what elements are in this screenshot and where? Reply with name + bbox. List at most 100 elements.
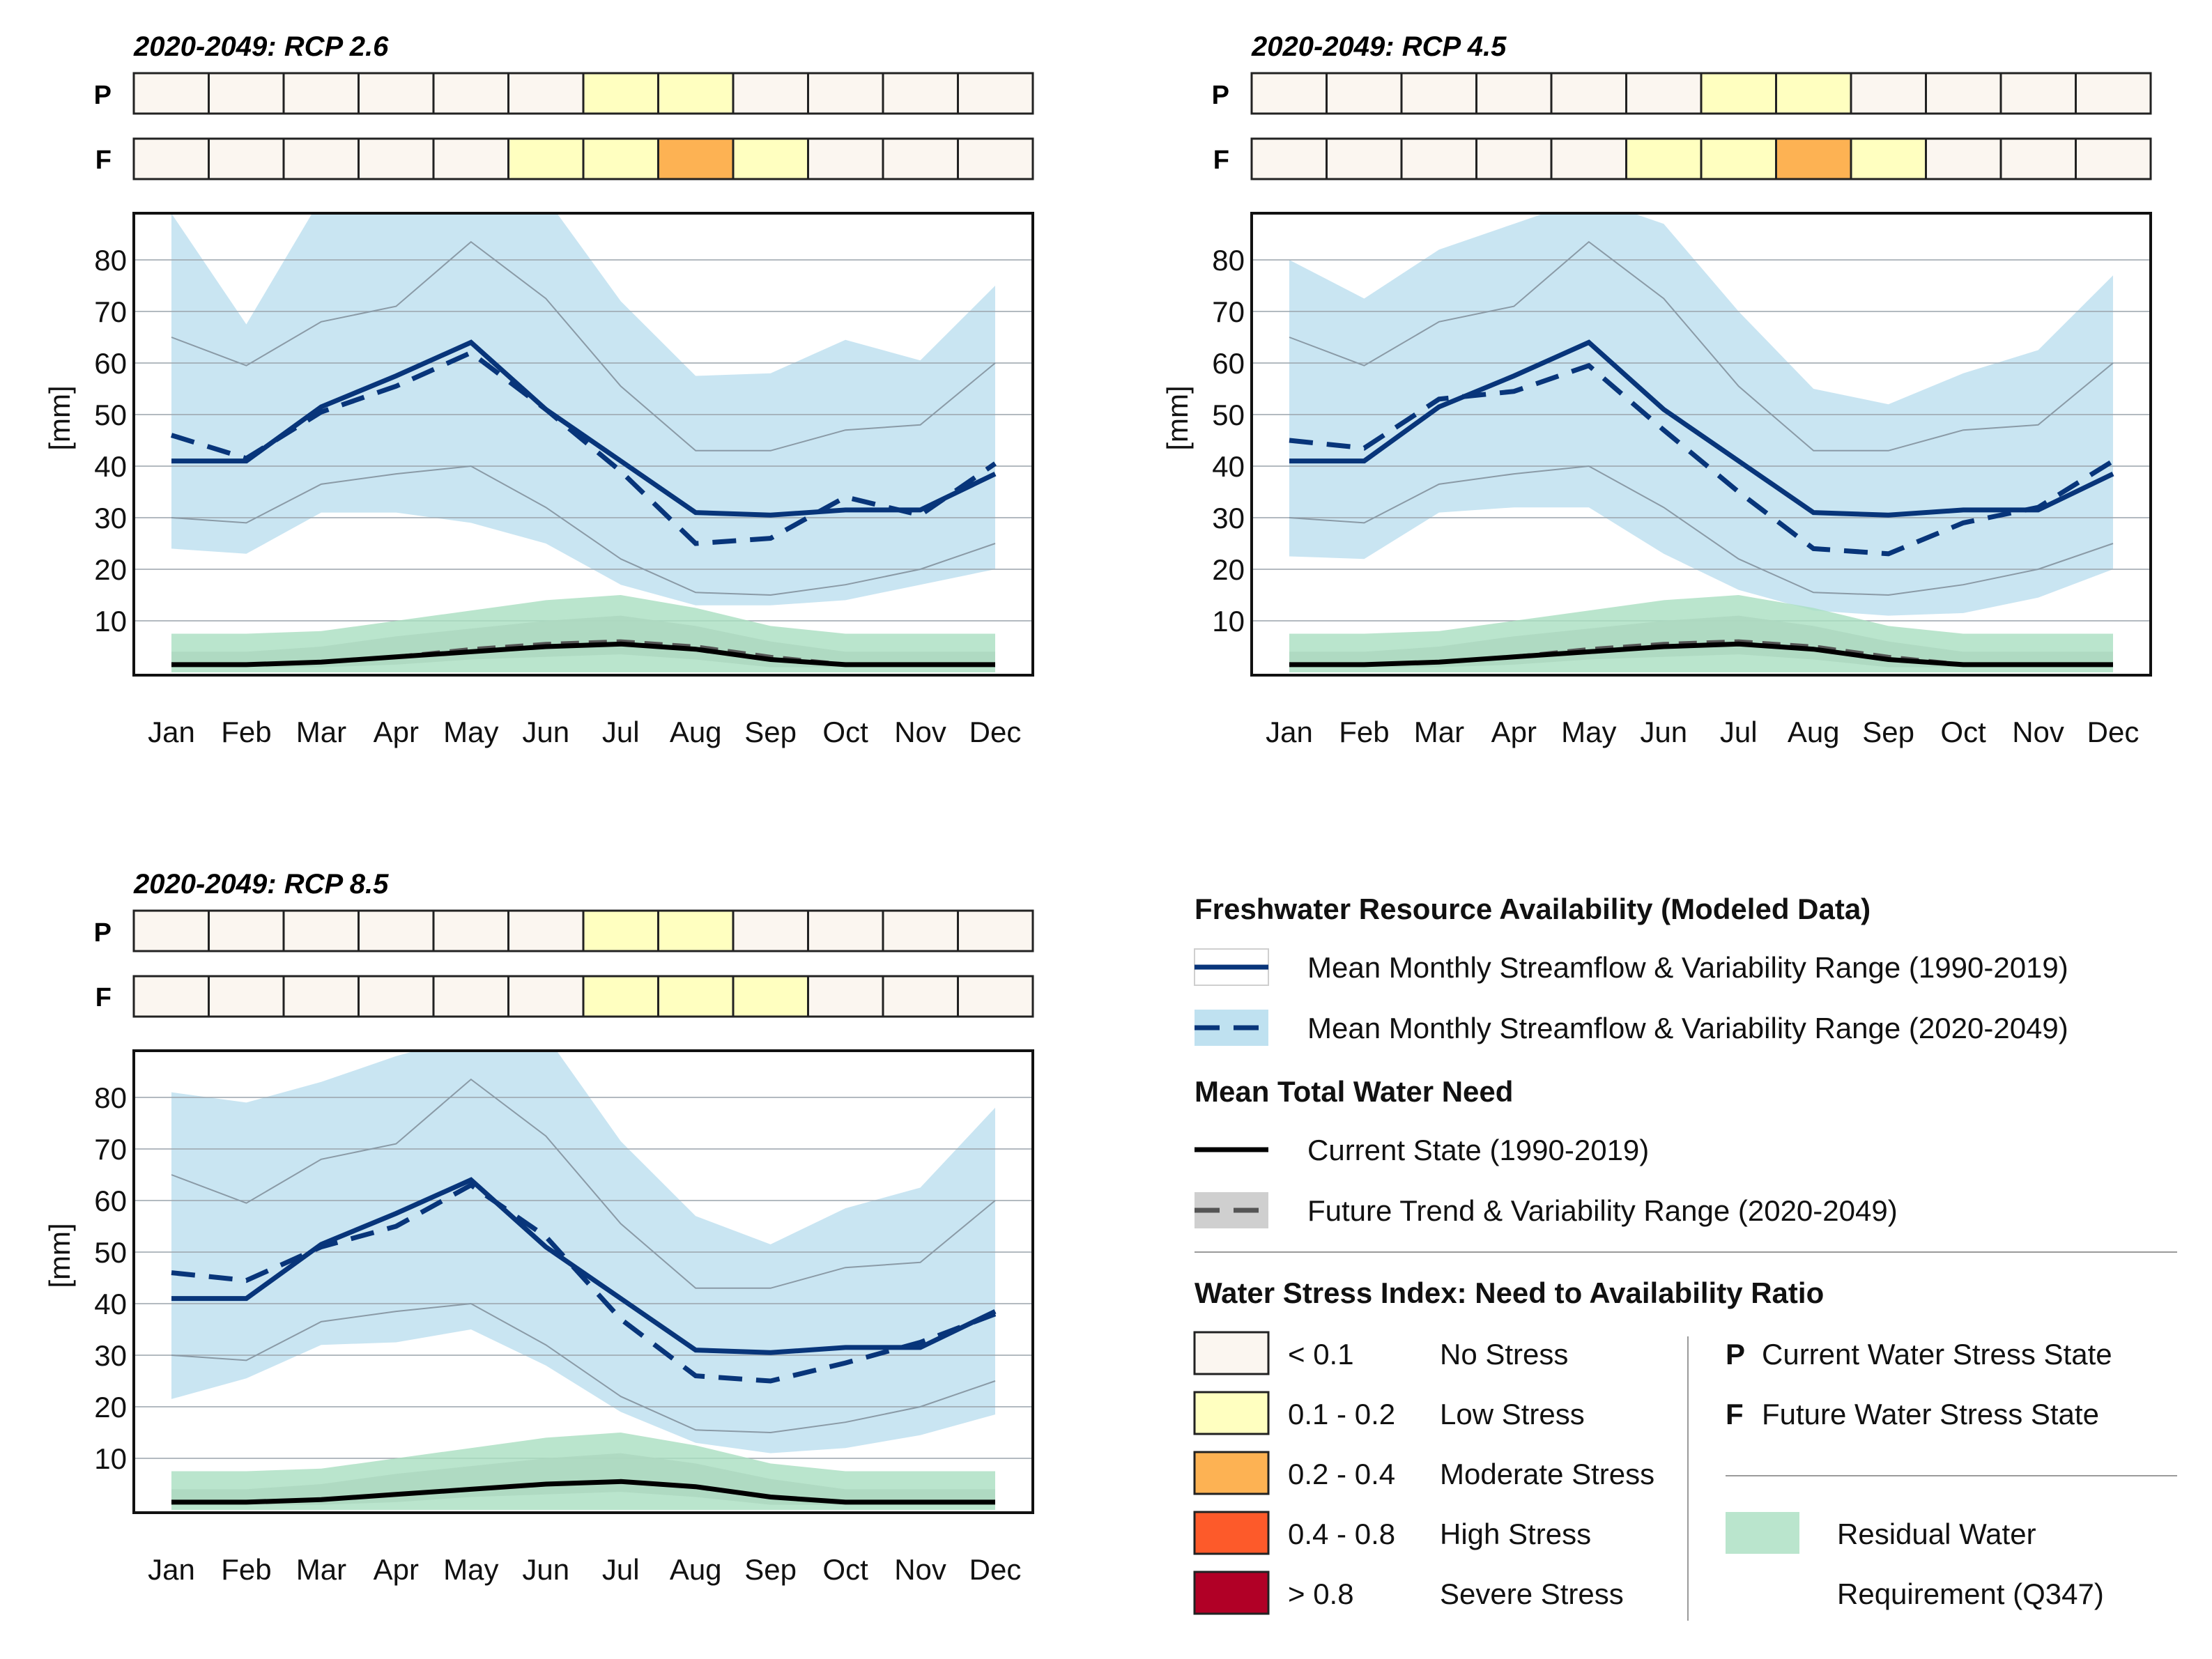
stress-cell-f-sep	[1850, 137, 1927, 180]
legend-p-letter: P	[1726, 1338, 1745, 1371]
stress-cell-p-jul	[582, 909, 659, 952]
streamflow-range-current-lower	[1289, 465, 2114, 596]
stress-cell-p-feb	[208, 909, 285, 952]
x-tick-label: Jun	[522, 1553, 569, 1586]
x-tick-label: Nov	[894, 716, 946, 748]
stress-cell-f-jun	[507, 975, 585, 1018]
stress-cell-p-sep	[732, 72, 809, 115]
stress-cell-f-mar	[282, 975, 360, 1018]
stress-legend-swatch	[1193, 1571, 1270, 1615]
stress-cell-f-nov	[1999, 137, 2077, 180]
stress-cell-f-dec	[957, 137, 1034, 180]
stress-cell-f-nov	[882, 975, 959, 1018]
stress-legend-swatch	[1193, 1451, 1270, 1495]
stress-cell-f-jul	[582, 137, 659, 180]
stress-cell-f-dec	[957, 975, 1034, 1018]
stress-cell-p-dec	[2075, 72, 2152, 115]
stress-row-current	[132, 909, 1034, 952]
y-tick-label: 10	[1212, 605, 1245, 638]
x-tick-label: Feb	[1339, 716, 1389, 748]
streamflow-range-current-upper	[171, 1078, 996, 1289]
y-tick-label: 70	[1212, 295, 1245, 328]
stress-legend-label: Severe Stress	[1440, 1577, 1624, 1610]
x-tick-label: Sep	[744, 1553, 797, 1586]
stress-legend-label: Low Stress	[1440, 1398, 1585, 1430]
y-axis-label: [mm]	[43, 385, 76, 450]
streamflow-range-current-lower	[171, 1302, 996, 1434]
plot-frame	[1250, 212, 2152, 677]
streamflow-range-future	[171, 213, 995, 605]
x-tick-label: Jan	[1266, 716, 1313, 748]
stress-cell-p-nov	[1999, 72, 2077, 115]
streamflow-plot: 10 20 30 40 50 60 70 80 Jan Feb Mar Apr May Jun Jul Aug…	[94, 1049, 1034, 1586]
stress-cell-p-nov	[882, 909, 959, 952]
stress-cell-p-mar	[1400, 72, 1477, 115]
stress-cell-f-feb	[208, 137, 285, 180]
stress-row-future	[1250, 137, 2152, 180]
y-tick-label: 30	[1212, 502, 1245, 534]
panel-title: 2020-2049: RCP 8.5	[133, 869, 389, 900]
x-tick-label: Mar	[1414, 716, 1464, 748]
legend-f-letter: F	[1726, 1398, 1744, 1430]
y-tick-label: 40	[94, 450, 127, 483]
stress-cell-p-apr	[358, 909, 435, 952]
row-label-f: F	[95, 983, 112, 1012]
x-tick-label: May	[443, 1553, 498, 1586]
x-tick-label: Aug	[1788, 716, 1840, 748]
x-tick-label: Apr	[1491, 716, 1537, 748]
streamflow-range-current-upper	[171, 240, 996, 452]
stress-cell-f-jan	[1250, 137, 1328, 180]
stress-cell-p-sep	[732, 909, 809, 952]
x-tick-label: Apr	[374, 716, 419, 748]
stress-cell-f-apr	[358, 137, 435, 180]
streamflow-plot: 10 20 30 40 50 60 70 80 Jan Feb Mar Apr May Jun Jul Aug…	[94, 212, 1034, 748]
plot-area	[134, 1051, 1033, 1510]
stress-cell-f-may	[432, 137, 509, 180]
streamflow-future-line	[170, 350, 997, 546]
x-tick-label: Aug	[670, 716, 722, 748]
x-tick-label: Jun	[1640, 716, 1687, 748]
stress-cell-f-oct	[807, 137, 884, 180]
stress-legend-range: 0.4 - 0.8	[1288, 1518, 1395, 1550]
stress-legend-range: < 0.1	[1288, 1338, 1354, 1371]
stress-cell-p-mar	[282, 909, 360, 952]
row-label-p: P	[94, 81, 112, 110]
legend: Freshwater Resource Availability (Modele…	[1193, 893, 2177, 1621]
stress-cell-f-mar	[1400, 137, 1477, 180]
stress-cell-f-dec	[2075, 137, 2152, 180]
legend-section-availability: Freshwater Resource Availability (Modele…	[1195, 893, 1871, 925]
plot-area	[1252, 213, 2151, 672]
y-tick-label: 80	[1212, 244, 1245, 277]
stress-cell-f-nov	[882, 137, 959, 180]
y-tick-label: 80	[94, 244, 127, 277]
x-tick-label: Feb	[221, 1553, 271, 1586]
stress-cell-p-feb	[208, 72, 285, 115]
residual-water-band	[1289, 595, 2113, 672]
stress-cell-f-feb	[1326, 137, 1403, 180]
x-tick-label: Aug	[670, 1553, 722, 1586]
stress-cell-p-jul	[582, 72, 659, 115]
x-tick-label: Nov	[2012, 716, 2064, 748]
x-tick-label: Feb	[221, 716, 271, 748]
residual-water-band	[171, 595, 995, 672]
panel-title: 2020-2049: RCP 2.6	[133, 31, 389, 62]
panel-rcp26: 2020-2049: RCP 2.6 P F 10 20 30 40 50 60 70 80 J…	[43, 31, 1034, 748]
stress-cell-p-sep	[1850, 72, 1927, 115]
stress-cell-f-aug	[657, 137, 735, 180]
streamflow-range-current-lower	[171, 465, 996, 596]
x-tick-label: Dec	[969, 1553, 1022, 1586]
stress-cell-f-oct	[1925, 137, 2002, 180]
streamflow-current-line	[171, 339, 997, 518]
stress-legend-swatch	[1193, 1331, 1270, 1375]
stress-row-future	[132, 975, 1034, 1018]
stress-cell-f-aug	[1775, 137, 1852, 180]
stress-cell-f-feb	[208, 975, 285, 1018]
x-tick-label: Sep	[1862, 716, 1914, 748]
stress-cell-f-jun	[1625, 137, 1703, 180]
stress-legend-label: No Stress	[1440, 1338, 1568, 1371]
need-current-line	[1289, 641, 2113, 668]
stress-cell-p-mar	[282, 72, 360, 115]
stress-legend-swatch	[1193, 1391, 1270, 1435]
streamflow-future-line	[1289, 362, 2114, 557]
